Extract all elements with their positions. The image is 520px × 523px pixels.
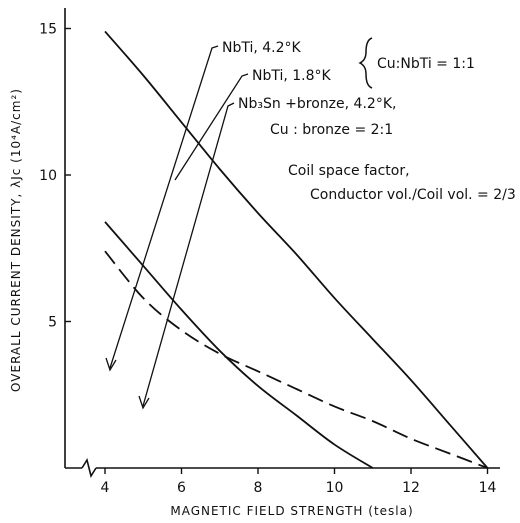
x-tick-label: 8 xyxy=(254,480,263,496)
label-nb3sn-line1: Nb₃Sn +bronze, 4.2°K, xyxy=(238,96,396,112)
data-point xyxy=(181,122,182,123)
y-tick-label: 5 xyxy=(48,315,57,331)
series-nbti-4-2k-curve xyxy=(104,221,374,469)
y-axis-label: OVERALL CURRENT DENSITY, λJc (10⁴A/cm²) xyxy=(9,88,23,392)
data-point xyxy=(296,254,297,255)
data-point xyxy=(181,309,182,310)
x-axis-break xyxy=(81,457,97,479)
data-point xyxy=(410,380,411,381)
leader-arrowhead xyxy=(138,395,150,410)
label-cu-nbti-ratio: Cu:NbTi = 1:1 xyxy=(377,56,475,72)
data-point xyxy=(181,330,182,331)
data-point xyxy=(257,385,258,386)
data-point xyxy=(296,388,297,389)
x-tick-label: 12 xyxy=(402,480,420,496)
data-point xyxy=(104,31,105,32)
x-tick-label: 6 xyxy=(177,480,186,496)
data-point xyxy=(219,169,220,170)
data-point xyxy=(257,212,258,213)
data-point xyxy=(296,415,297,416)
data-point xyxy=(257,371,258,372)
data-point xyxy=(104,251,105,252)
axes xyxy=(64,8,500,479)
data-point xyxy=(410,438,411,439)
series-nb3sn-bronze-curve xyxy=(104,250,488,469)
leader-nbti-1-8k xyxy=(174,73,249,181)
data-point xyxy=(104,221,105,222)
data-point xyxy=(487,467,488,468)
label-nbti-4-2k: NbTi, 4.2°K xyxy=(222,40,302,56)
curves xyxy=(104,30,489,469)
x-axis-label: MAGNETIC FIELD STRENGTH (tesla) xyxy=(170,504,413,518)
series-nbti-1-8k-curve xyxy=(104,30,489,469)
y-tick-label: 10 xyxy=(39,168,57,184)
data-point xyxy=(334,406,335,407)
ratio-bracket xyxy=(358,37,373,89)
x-tick-label: 4 xyxy=(101,480,110,496)
data-point xyxy=(143,75,144,76)
label-space-factor-line1: Coil space factor, xyxy=(288,163,410,179)
label-space-factor-line2: Conductor vol./Coil vol. = 2/3 xyxy=(310,187,516,203)
label-nb3sn-line2: Cu : bronze = 2:1 xyxy=(270,122,393,138)
x-ticks: 4 6 8 10 12 14 xyxy=(101,468,497,496)
leader-nbti-4-2k xyxy=(109,45,219,369)
x-tick-label: 10 xyxy=(326,480,344,496)
y-ticks: 5 10 15 xyxy=(39,22,71,331)
y-tick-label: 15 xyxy=(39,22,57,38)
data-point xyxy=(372,338,373,339)
leader-lines xyxy=(105,45,249,410)
data-point xyxy=(449,453,450,454)
data-point xyxy=(219,353,220,354)
x-tick-label: 14 xyxy=(479,480,497,496)
data-point xyxy=(334,444,335,445)
label-nbti-1-8k: NbTi, 1.8°K xyxy=(252,68,332,84)
data-point xyxy=(372,467,373,468)
data-point xyxy=(219,350,220,351)
data-point xyxy=(449,423,450,424)
leader-arrowhead xyxy=(105,357,117,372)
data-point xyxy=(334,297,335,298)
data-point xyxy=(143,297,144,298)
data-point xyxy=(372,421,373,422)
leader-nb3sn xyxy=(142,102,235,407)
